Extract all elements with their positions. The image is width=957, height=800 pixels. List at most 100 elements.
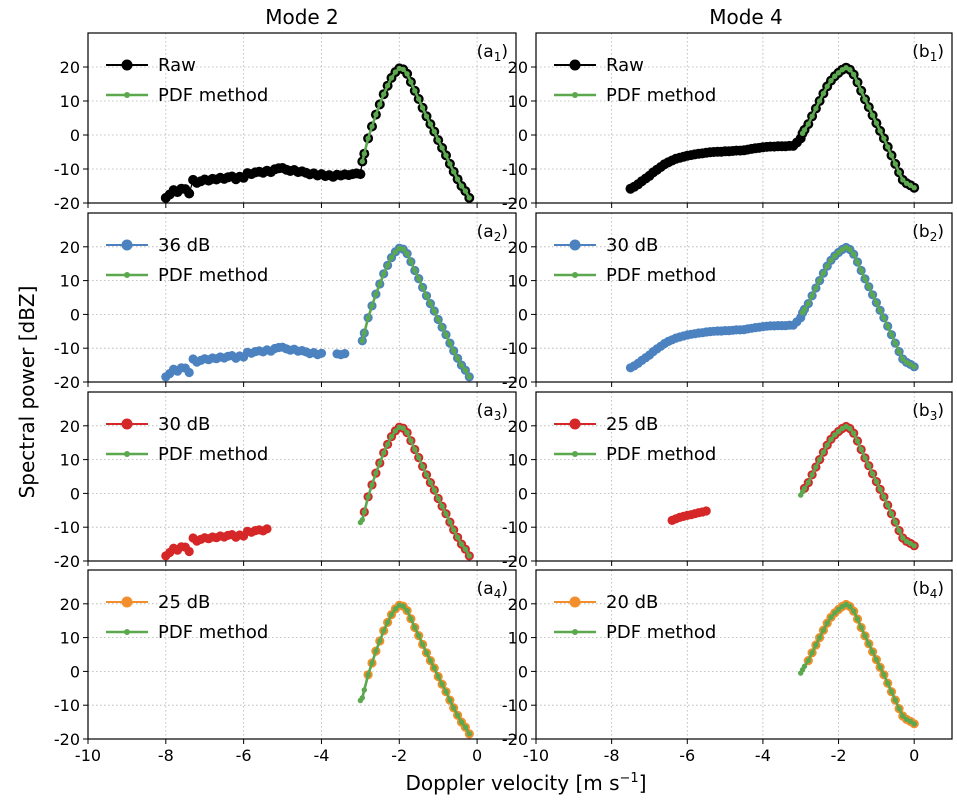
panel-label: (b2) xyxy=(912,222,944,244)
data-point xyxy=(817,98,822,103)
data-point xyxy=(889,689,894,694)
data-point xyxy=(806,121,811,126)
data-point xyxy=(866,284,871,289)
data-point xyxy=(821,450,826,455)
data-point xyxy=(855,259,860,264)
data-point xyxy=(893,340,898,345)
data-point xyxy=(817,457,822,462)
legend: Raw PDF method xyxy=(554,55,716,106)
y-tick-label: 20 xyxy=(60,238,80,257)
data-point xyxy=(889,511,894,516)
panel-label: (b1) xyxy=(912,42,944,64)
data-point xyxy=(851,252,856,257)
data-point xyxy=(809,114,814,119)
data-point xyxy=(821,628,826,633)
data-point xyxy=(459,183,464,188)
data-point xyxy=(373,112,378,117)
data-point xyxy=(369,303,374,308)
data-point xyxy=(362,687,367,692)
data-point xyxy=(432,487,437,492)
y-tick-label: 10 xyxy=(60,92,80,111)
data-point xyxy=(874,300,879,305)
legend-marker xyxy=(570,240,581,251)
data-point xyxy=(870,649,875,654)
data-point xyxy=(877,128,882,133)
legend-marker xyxy=(572,92,578,98)
legend: 30 dB PDF method xyxy=(554,235,716,286)
data-point xyxy=(381,92,386,97)
x-tick-label: -4 xyxy=(313,746,329,765)
panel-label: (a1) xyxy=(477,42,508,64)
legend-label: PDF method xyxy=(606,444,716,465)
data-point xyxy=(443,511,448,516)
data-point xyxy=(424,293,429,298)
data-point xyxy=(451,169,456,174)
legend-label: 30 dB xyxy=(606,235,658,256)
series-pdf xyxy=(800,245,917,370)
data-point xyxy=(859,447,864,452)
data-point xyxy=(377,460,382,465)
data-point xyxy=(467,195,472,200)
data-point xyxy=(360,517,365,522)
data-point xyxy=(439,504,444,509)
y-tick-label: -10 xyxy=(502,339,528,358)
data-point xyxy=(381,450,386,455)
data-point xyxy=(874,120,879,125)
y-tick-label: 20 xyxy=(508,58,528,77)
data-point xyxy=(896,528,901,533)
y-tick-label: -10 xyxy=(502,160,528,179)
legend: 30 dB PDF method xyxy=(106,414,268,465)
y-tick-label: 10 xyxy=(508,629,528,648)
data-point xyxy=(889,332,894,337)
data-point xyxy=(365,672,370,677)
data-point xyxy=(463,725,468,730)
data-point xyxy=(459,719,464,724)
data-point xyxy=(851,431,856,436)
y-tick-label: 20 xyxy=(60,58,80,77)
data-point xyxy=(893,519,898,524)
data-point xyxy=(404,251,409,256)
data-point xyxy=(862,633,867,638)
data-point xyxy=(459,541,464,546)
x-tick-label: -8 xyxy=(604,746,620,765)
data-point xyxy=(870,471,875,476)
series-threshold xyxy=(626,243,919,373)
legend-label: PDF method xyxy=(606,85,716,106)
data-point xyxy=(401,604,406,609)
data-point xyxy=(373,648,378,653)
data-point xyxy=(443,153,448,158)
series-raw xyxy=(626,63,920,194)
y-tick-label: 0 xyxy=(518,305,528,324)
data-point xyxy=(885,324,890,329)
series-pdf xyxy=(798,602,917,727)
data-point xyxy=(401,247,406,252)
legend-label: PDF method xyxy=(158,85,268,106)
data-point xyxy=(439,145,444,150)
legend-marker xyxy=(122,60,133,71)
series-line xyxy=(360,605,469,734)
legend-label: 25 dB xyxy=(606,414,658,435)
data-point xyxy=(439,325,444,330)
data-point xyxy=(859,88,864,93)
data-point xyxy=(459,362,464,367)
data-point xyxy=(877,665,882,670)
data-point xyxy=(443,689,448,694)
data-point xyxy=(360,338,365,343)
y-tick-label: -20 xyxy=(54,373,80,392)
y-tick-label: 20 xyxy=(60,595,80,614)
data-point xyxy=(373,291,378,296)
data-point xyxy=(813,285,818,290)
x-tick-label: -6 xyxy=(679,746,695,765)
data-point xyxy=(389,434,394,439)
legend-marker xyxy=(124,272,130,278)
data-point xyxy=(847,67,852,72)
data-point xyxy=(467,374,472,379)
data-point xyxy=(365,315,370,320)
data-point xyxy=(855,438,860,443)
legend-marker xyxy=(122,597,133,608)
legend: 20 dBPDF method xyxy=(554,592,716,643)
legend-marker xyxy=(122,419,133,430)
data-point xyxy=(874,657,879,662)
data-point xyxy=(416,633,421,638)
